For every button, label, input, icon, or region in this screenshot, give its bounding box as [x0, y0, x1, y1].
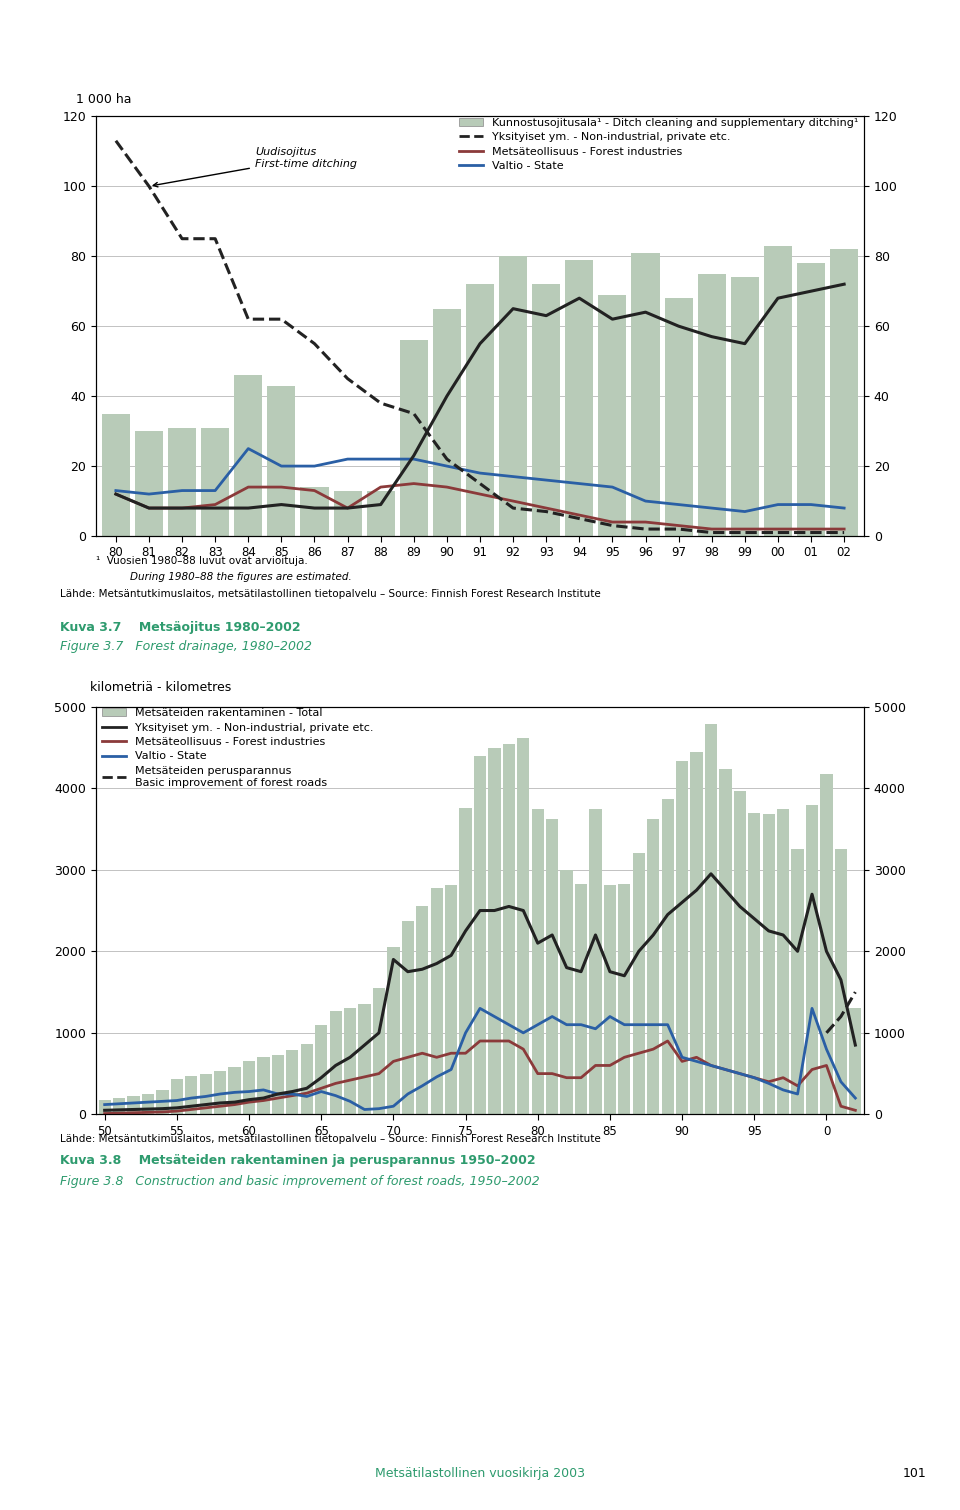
Text: Metsätilastollinen vuosikirja 2003: Metsätilastollinen vuosikirja 2003: [375, 1466, 585, 1480]
Text: 1 000 ha: 1 000 ha: [76, 92, 132, 106]
Bar: [358, 1004, 371, 1114]
Text: Kuva 3.8    Metsäteiden rakentaminen ja perusparannus 1950–2002: Kuva 3.8 Metsäteiden rakentaminen ja per…: [60, 1154, 536, 1167]
Bar: [676, 761, 688, 1114]
Bar: [850, 1009, 861, 1114]
Bar: [329, 1010, 342, 1114]
Bar: [300, 1045, 313, 1114]
Bar: [416, 906, 428, 1114]
Bar: [748, 814, 760, 1114]
Bar: [489, 749, 500, 1114]
Bar: [618, 885, 631, 1114]
Bar: [460, 808, 471, 1114]
Text: Figure 3.7   Forest drainage, 1980–2002: Figure 3.7 Forest drainage, 1980–2002: [60, 640, 313, 654]
Bar: [234, 374, 262, 536]
Text: Lähde: Metsäntutkimuslaitos, metsätilastollinen tietopalvelu – Source: Finnish F: Lähde: Metsäntutkimuslaitos, metsätilast…: [60, 589, 601, 599]
Bar: [764, 246, 792, 536]
Bar: [777, 809, 789, 1114]
Text: Kuva 3.7    Metsäojitus 1980–2002: Kuva 3.7 Metsäojitus 1980–2002: [60, 621, 301, 634]
Bar: [598, 294, 627, 536]
Bar: [102, 414, 130, 536]
Bar: [185, 1077, 198, 1114]
Bar: [797, 263, 825, 536]
Bar: [156, 1090, 169, 1114]
Bar: [575, 885, 588, 1114]
Bar: [433, 308, 461, 536]
Bar: [661, 799, 674, 1114]
Legend: Metsäteiden rakentaminen - Total, Yksityiset ym. - Non-industrial, private etc.,: Metsäteiden rakentaminen - Total, Yksity…: [102, 708, 373, 788]
Bar: [99, 1099, 110, 1114]
Bar: [401, 921, 414, 1114]
Bar: [200, 1075, 212, 1114]
Bar: [805, 805, 818, 1114]
Text: kilometriä - kilometres: kilometriä - kilometres: [90, 681, 231, 695]
Bar: [267, 385, 296, 536]
Bar: [532, 284, 561, 536]
Bar: [135, 432, 163, 536]
Bar: [719, 769, 732, 1114]
Bar: [698, 273, 726, 536]
Bar: [367, 491, 395, 536]
Bar: [286, 1049, 299, 1114]
Bar: [604, 885, 616, 1114]
Bar: [589, 809, 602, 1114]
Bar: [561, 870, 573, 1114]
Bar: [731, 278, 759, 536]
Bar: [333, 491, 362, 536]
Bar: [690, 752, 703, 1114]
Bar: [466, 284, 494, 536]
Bar: [733, 791, 746, 1114]
Bar: [546, 820, 559, 1114]
Bar: [214, 1071, 227, 1114]
Text: 3 Metsien hoito: 3 Metsien hoito: [376, 23, 584, 47]
Text: 101: 101: [902, 1466, 926, 1480]
Bar: [300, 488, 328, 536]
Bar: [517, 738, 530, 1114]
Bar: [257, 1057, 270, 1114]
Legend: Kunnostusojitusala¹ - Ditch cleaning and supplementary ditching¹, Yksityiset ym.: Kunnostusojitusala¹ - Ditch cleaning and…: [459, 118, 858, 171]
Bar: [705, 723, 717, 1114]
Bar: [272, 1055, 284, 1114]
Bar: [791, 849, 804, 1114]
Bar: [565, 260, 593, 536]
Bar: [399, 340, 428, 536]
Bar: [503, 744, 515, 1114]
Bar: [430, 888, 443, 1114]
Bar: [171, 1080, 183, 1114]
Bar: [113, 1098, 125, 1114]
Text: During 1980–88 the figures are estimated.: During 1980–88 the figures are estimated…: [130, 572, 351, 583]
Bar: [243, 1060, 255, 1114]
Bar: [228, 1068, 241, 1114]
Bar: [387, 947, 399, 1114]
Bar: [474, 755, 486, 1114]
Bar: [499, 257, 527, 536]
Text: Uudisojitus
First-time ditching: Uudisojitus First-time ditching: [154, 148, 357, 187]
Bar: [633, 853, 645, 1114]
Bar: [532, 809, 544, 1114]
Bar: [315, 1025, 327, 1114]
Bar: [762, 814, 775, 1114]
Bar: [647, 820, 660, 1114]
Bar: [168, 427, 196, 536]
Bar: [142, 1093, 155, 1114]
Bar: [821, 775, 832, 1114]
Bar: [445, 885, 457, 1114]
Bar: [372, 988, 385, 1114]
Bar: [664, 297, 693, 536]
Bar: [830, 249, 858, 536]
Bar: [128, 1096, 139, 1114]
Bar: [632, 252, 660, 536]
Text: Lähde: Metsäntutkimuslaitos, metsätilastollinen tietopalvelu – Source: Finnish F: Lähde: Metsäntutkimuslaitos, metsätilast…: [60, 1134, 601, 1145]
Text: Figure 3.8   Construction and basic improvement of forest roads, 1950–2002: Figure 3.8 Construction and basic improv…: [60, 1175, 540, 1188]
Bar: [835, 849, 847, 1114]
Text: ¹  Vuosien 1980–88 luvut ovat arvioituja.: ¹ Vuosien 1980–88 luvut ovat arvioituja.: [96, 556, 308, 566]
Bar: [344, 1007, 356, 1114]
Bar: [201, 427, 229, 536]
